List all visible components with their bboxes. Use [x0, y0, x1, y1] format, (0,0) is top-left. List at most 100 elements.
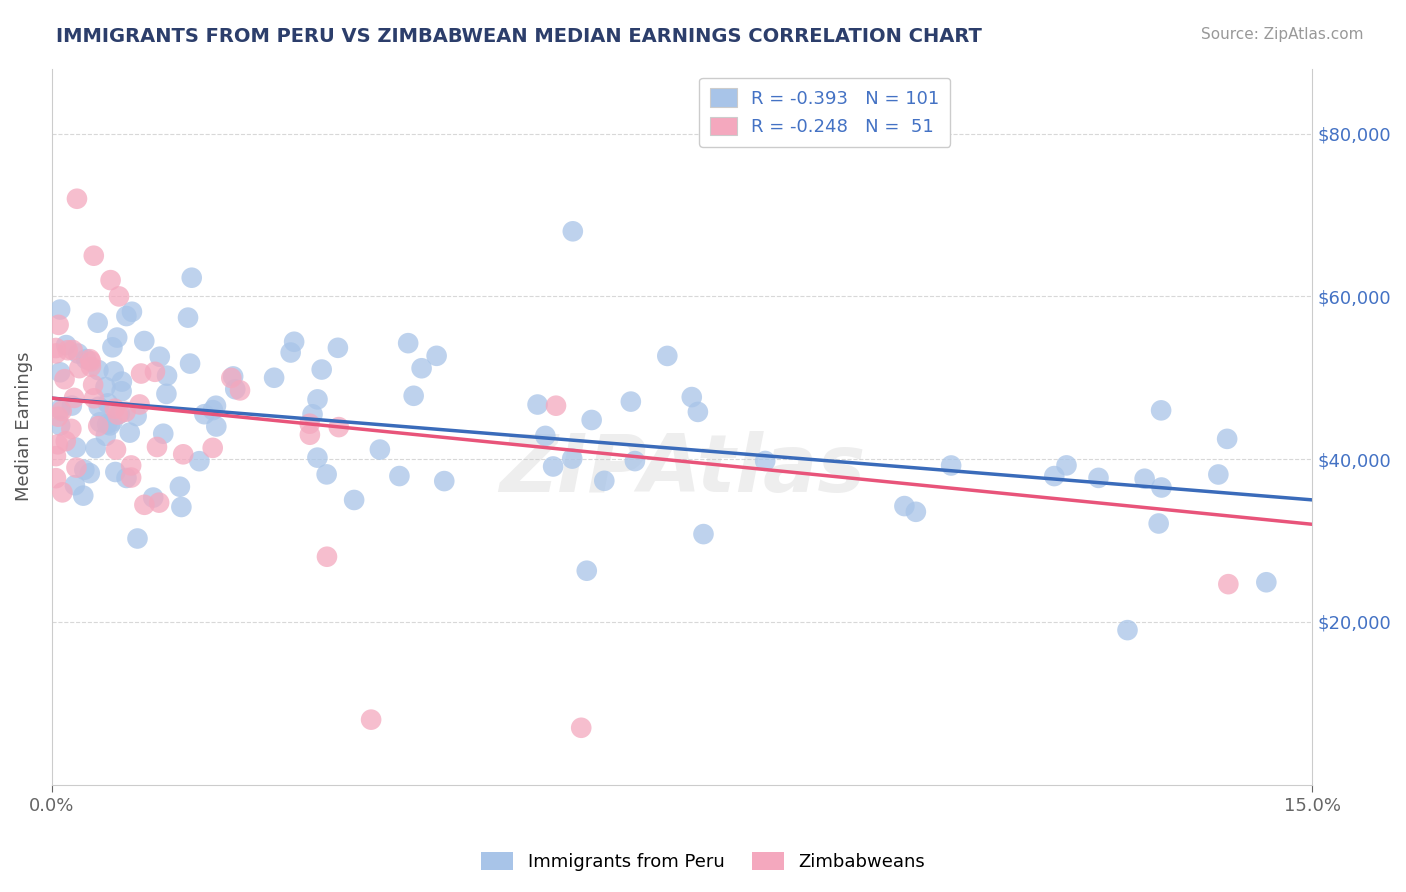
Point — [298, 417, 321, 431]
Point — [51, 404, 73, 418]
Point — [55, 434, 77, 449]
Point — [169, 480, 191, 494]
Point — [143, 365, 166, 379]
Point — [368, 442, 391, 457]
Point — [60, 422, 83, 436]
Point — [624, 454, 647, 468]
Point — [120, 470, 142, 484]
Point — [80, 359, 103, 374]
Point — [1256, 575, 1278, 590]
Point — [298, 427, 321, 442]
Point — [283, 334, 305, 349]
Point — [83, 392, 105, 406]
Point — [98, 418, 121, 433]
Point — [307, 392, 329, 407]
Point — [1150, 481, 1173, 495]
Point — [402, 389, 425, 403]
Point — [581, 413, 603, 427]
Point — [87, 363, 110, 377]
Point — [103, 364, 125, 378]
Point — [307, 450, 329, 465]
Point — [65, 460, 87, 475]
Point — [65, 441, 87, 455]
Point — [205, 419, 228, 434]
Point — [121, 305, 143, 319]
Point — [82, 377, 104, 392]
Point — [263, 370, 285, 384]
Point — [46, 437, 69, 451]
Point — [73, 463, 96, 477]
Point — [118, 425, 141, 440]
Point — [280, 345, 302, 359]
Point — [67, 361, 90, 376]
Point — [89, 415, 111, 429]
Point — [170, 500, 193, 514]
Point — [72, 489, 94, 503]
Point — [193, 407, 215, 421]
Legend: Immigrants from Peru, Zimbabweans: Immigrants from Peru, Zimbabweans — [474, 845, 932, 879]
Point — [328, 420, 350, 434]
Point — [67, 346, 90, 360]
Point — [100, 273, 122, 287]
Point — [205, 399, 228, 413]
Point — [561, 224, 583, 238]
Point — [94, 429, 117, 443]
Point — [155, 387, 177, 401]
Point — [904, 505, 927, 519]
Point — [45, 341, 67, 355]
Point — [51, 485, 73, 500]
Point — [115, 471, 138, 485]
Point — [108, 289, 131, 303]
Point — [86, 316, 108, 330]
Point — [1216, 432, 1239, 446]
Point — [111, 375, 134, 389]
Point — [97, 396, 120, 410]
Point — [179, 357, 201, 371]
Point — [60, 399, 83, 413]
Point — [222, 369, 245, 384]
Point — [101, 415, 124, 429]
Point — [149, 350, 172, 364]
Y-axis label: Median Earnings: Median Earnings — [15, 351, 32, 501]
Point — [561, 451, 583, 466]
Point — [569, 721, 592, 735]
Point — [172, 447, 194, 461]
Point — [152, 426, 174, 441]
Point — [108, 407, 131, 421]
Point — [94, 380, 117, 394]
Point — [221, 371, 243, 385]
Point — [939, 458, 962, 473]
Point — [201, 441, 224, 455]
Point — [681, 390, 703, 404]
Point — [1043, 469, 1066, 483]
Legend: R = -0.393   N = 101, R = -0.248   N =  51: R = -0.393 N = 101, R = -0.248 N = 51 — [699, 78, 950, 147]
Point — [45, 449, 67, 463]
Point — [105, 442, 128, 457]
Point — [129, 367, 152, 381]
Point — [96, 417, 118, 431]
Point — [80, 354, 103, 368]
Point — [1150, 403, 1173, 417]
Point — [105, 330, 128, 344]
Point — [55, 338, 77, 352]
Point — [180, 270, 202, 285]
Point — [360, 713, 382, 727]
Text: Source: ZipAtlas.com: Source: ZipAtlas.com — [1201, 27, 1364, 42]
Point — [48, 318, 70, 332]
Point — [388, 469, 411, 483]
Point — [111, 384, 134, 399]
Point — [49, 365, 72, 379]
Point — [657, 349, 679, 363]
Point — [114, 405, 136, 419]
Point — [134, 334, 156, 348]
Point — [201, 403, 224, 417]
Point — [127, 532, 149, 546]
Point — [229, 384, 252, 398]
Point — [79, 352, 101, 367]
Point — [544, 399, 567, 413]
Point — [686, 405, 709, 419]
Point — [120, 458, 142, 473]
Point — [156, 368, 179, 383]
Point — [188, 454, 211, 468]
Point — [49, 418, 72, 433]
